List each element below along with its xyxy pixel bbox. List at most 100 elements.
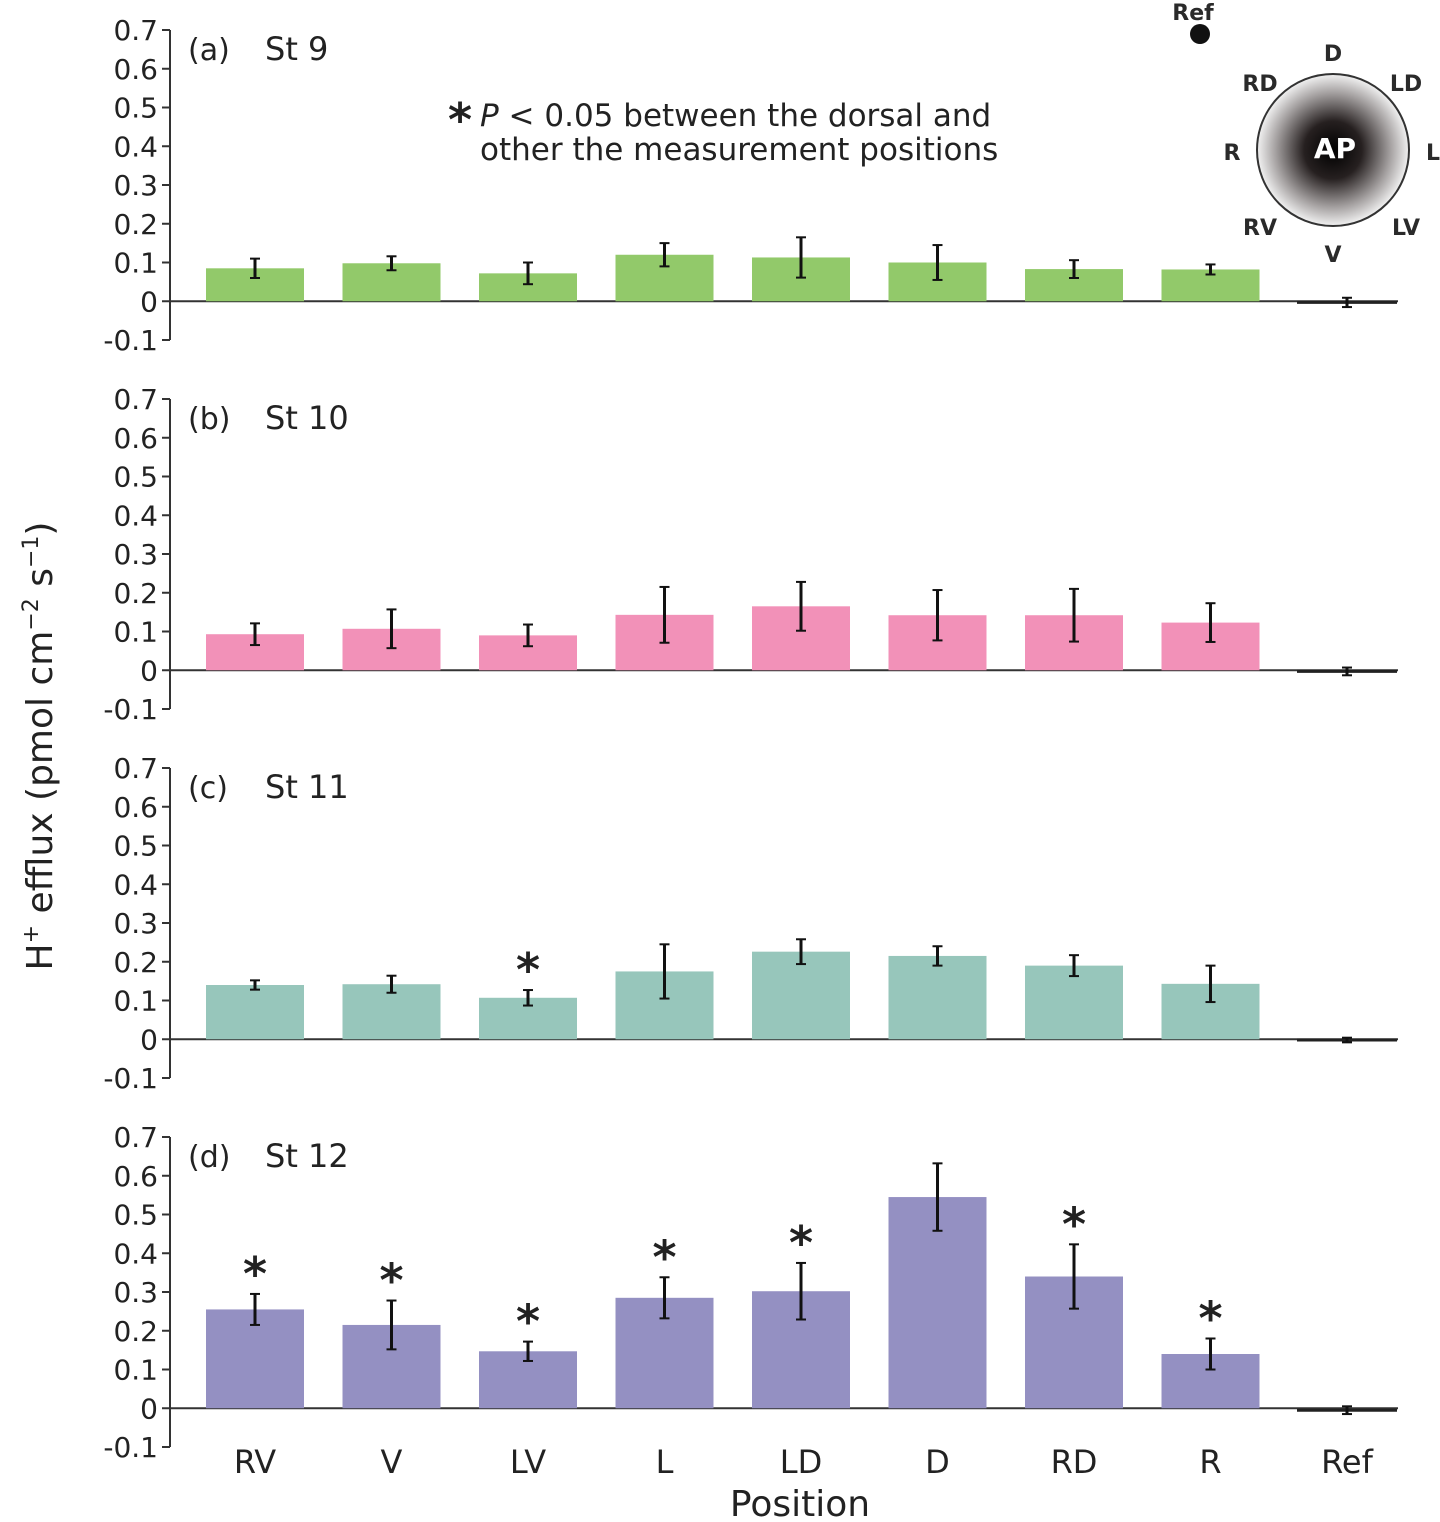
x-category-labels: RV V LV L LD D RD R Ref (234, 1443, 1374, 1481)
x-category-label-v: V (381, 1443, 403, 1481)
stage-label: St 11 (265, 768, 349, 806)
significance-asterisk-lv: * (516, 1295, 540, 1349)
y-tick-label: 0.3 (113, 169, 158, 202)
y-tick-label: 0.3 (113, 907, 158, 940)
x-category-label-ld: LD (780, 1443, 822, 1481)
note-line-1-rest: < 0.05 between the dorsal and (499, 98, 992, 134)
y-tick-label: 0.5 (113, 830, 158, 863)
x-category-label-r: R (1199, 1443, 1221, 1481)
chart-panels: -0.1 0 0.1 0.2 0.3 0.4 0.5 0.6 0.7 (a) St 9 -0.1 0 0.… (103, 14, 1398, 1464)
y-axis-title-unit: efflux (pmol cm (20, 631, 61, 925)
y-tick-label: 0.1 (113, 985, 158, 1018)
x-category-label-lv: LV (510, 1443, 546, 1481)
y-tick-label: 0.5 (113, 92, 158, 125)
y-tick-label: 0 (140, 654, 158, 687)
y-tick-label: 0.1 (113, 247, 158, 280)
panel-2: -0.1 0 0.1 0.2 0.3 0.4 0.5 0.6 0.7 (b) St 10 (103, 383, 1398, 726)
bar-d (888, 955, 987, 1040)
x-category-label-d: D (925, 1443, 950, 1481)
x-category-label-rv: RV (234, 1443, 276, 1481)
stage-label: St 9 (265, 30, 328, 68)
pos-label-r: R (1224, 141, 1241, 166)
y-tick-label: 0.1 (113, 1354, 158, 1387)
y-tick-label: 0.4 (113, 1237, 158, 1270)
significance-asterisk-r: * (1198, 1292, 1222, 1346)
note-asterisk: * (448, 93, 472, 147)
significance-note: * P < 0.05 between the dorsal and other … (448, 93, 998, 168)
pos-label-lv: LV (1392, 216, 1420, 241)
y-axis-title: H+ efflux (pmol cm−2 s−1) (19, 522, 61, 971)
y-tick-label: -0.1 (103, 324, 158, 357)
embryo-schematic: Ref AP D LD RD R L RV LV V (1172, 1, 1440, 268)
significance-asterisk-ld: * (789, 1216, 813, 1270)
x-category-label-rd: RD (1051, 1443, 1098, 1481)
y-axis-title-s: s (20, 568, 61, 598)
y-tick-label: 0 (140, 285, 158, 318)
panel-1: -0.1 0 0.1 0.2 0.3 0.4 0.5 0.6 0.7 (a) St 9 (103, 14, 1398, 357)
note-p: P (480, 98, 499, 134)
y-tick-label: -0.1 (103, 1431, 158, 1464)
panel-4: -0.1 0 0.1 0.2 0.3 0.4 0.5 0.6 0.7 (d) St 12 * * * * * *… (103, 1121, 1398, 1464)
y-tick-label: 0.4 (113, 868, 158, 901)
pos-label-d: D (1324, 42, 1342, 67)
significance-asterisk-v: * (379, 1254, 403, 1308)
panel-tag: (a) (188, 33, 230, 68)
x-category-label-l: L (656, 1443, 674, 1481)
y-tick-label: 0.4 (113, 499, 158, 532)
significance-asterisk-l: * (652, 1230, 676, 1284)
pos-label-rv: RV (1243, 216, 1277, 241)
y-tick-label: 0.5 (113, 461, 158, 494)
y-tick-label: -0.1 (103, 693, 158, 726)
note-line-1: P < 0.05 between the dorsal and (480, 98, 991, 134)
y-tick-label: 0.3 (113, 1276, 158, 1309)
bar-rd (1025, 965, 1123, 1040)
ap-label: AP (1314, 132, 1356, 165)
y-tick-label: 0.2 (113, 946, 158, 979)
y-tick-label: 0.7 (113, 383, 158, 416)
y-tick-label: 0.5 (113, 1199, 158, 1232)
panel-tag: (b) (188, 402, 230, 437)
bar-d (888, 1197, 987, 1409)
y-tick-label: 0.2 (113, 208, 158, 241)
y-tick-label: -0.1 (103, 1062, 158, 1095)
significance-asterisk-rv: * (243, 1247, 267, 1301)
y-tick-label: 0.4 (113, 130, 158, 163)
y-tick-label: 0.7 (113, 1121, 158, 1154)
pos-label-v: V (1324, 243, 1341, 268)
y-axis-title-h: H (20, 943, 61, 970)
y-axis-title-close: ) (20, 522, 61, 536)
y-tick-label: 0.3 (113, 538, 158, 571)
y-tick-label: 0.6 (113, 422, 158, 455)
ref-position-label: Ref (1172, 1, 1214, 26)
panel-3: -0.1 0 0.1 0.2 0.3 0.4 0.5 0.6 0.7 (c) St 11 * (103, 752, 1398, 1095)
y-axis-title-plus: + (19, 925, 44, 943)
x-axis-title: Position (730, 1484, 870, 1522)
y-tick-label: 0.1 (113, 616, 158, 649)
y-tick-label: 0.7 (113, 14, 158, 47)
y-tick-label: 0.2 (113, 1315, 158, 1348)
ref-dot (1190, 24, 1210, 44)
bar-ld (752, 951, 850, 1040)
y-tick-label: 0.6 (113, 1160, 158, 1193)
y-tick-label: 0.6 (113, 53, 158, 86)
y-tick-label: 0 (140, 1392, 158, 1425)
significance-asterisk-lv: * (516, 943, 540, 997)
y-axis-title-exp2: −1 (19, 536, 44, 568)
y-tick-label: 0.2 (113, 577, 158, 610)
y-axis-title-exp1: −2 (19, 598, 44, 630)
note-line-2: other the measurement positions (480, 132, 998, 168)
animal-pole-circle (1256, 73, 1410, 227)
pos-label-l: L (1426, 141, 1440, 166)
significance-asterisk-rd: * (1062, 1197, 1086, 1251)
y-tick-label: 0.7 (113, 752, 158, 785)
y-tick-label: 0 (140, 1023, 158, 1056)
panel-tag: (d) (188, 1140, 230, 1175)
bar-rv (206, 985, 304, 1040)
panel-tag: (c) (188, 771, 228, 806)
stage-label: St 10 (265, 399, 349, 437)
pos-label-rd: RD (1242, 72, 1277, 97)
pos-label-ld: LD (1390, 72, 1422, 97)
x-category-label-ref: Ref (1321, 1443, 1373, 1481)
y-tick-label: 0.6 (113, 791, 158, 824)
